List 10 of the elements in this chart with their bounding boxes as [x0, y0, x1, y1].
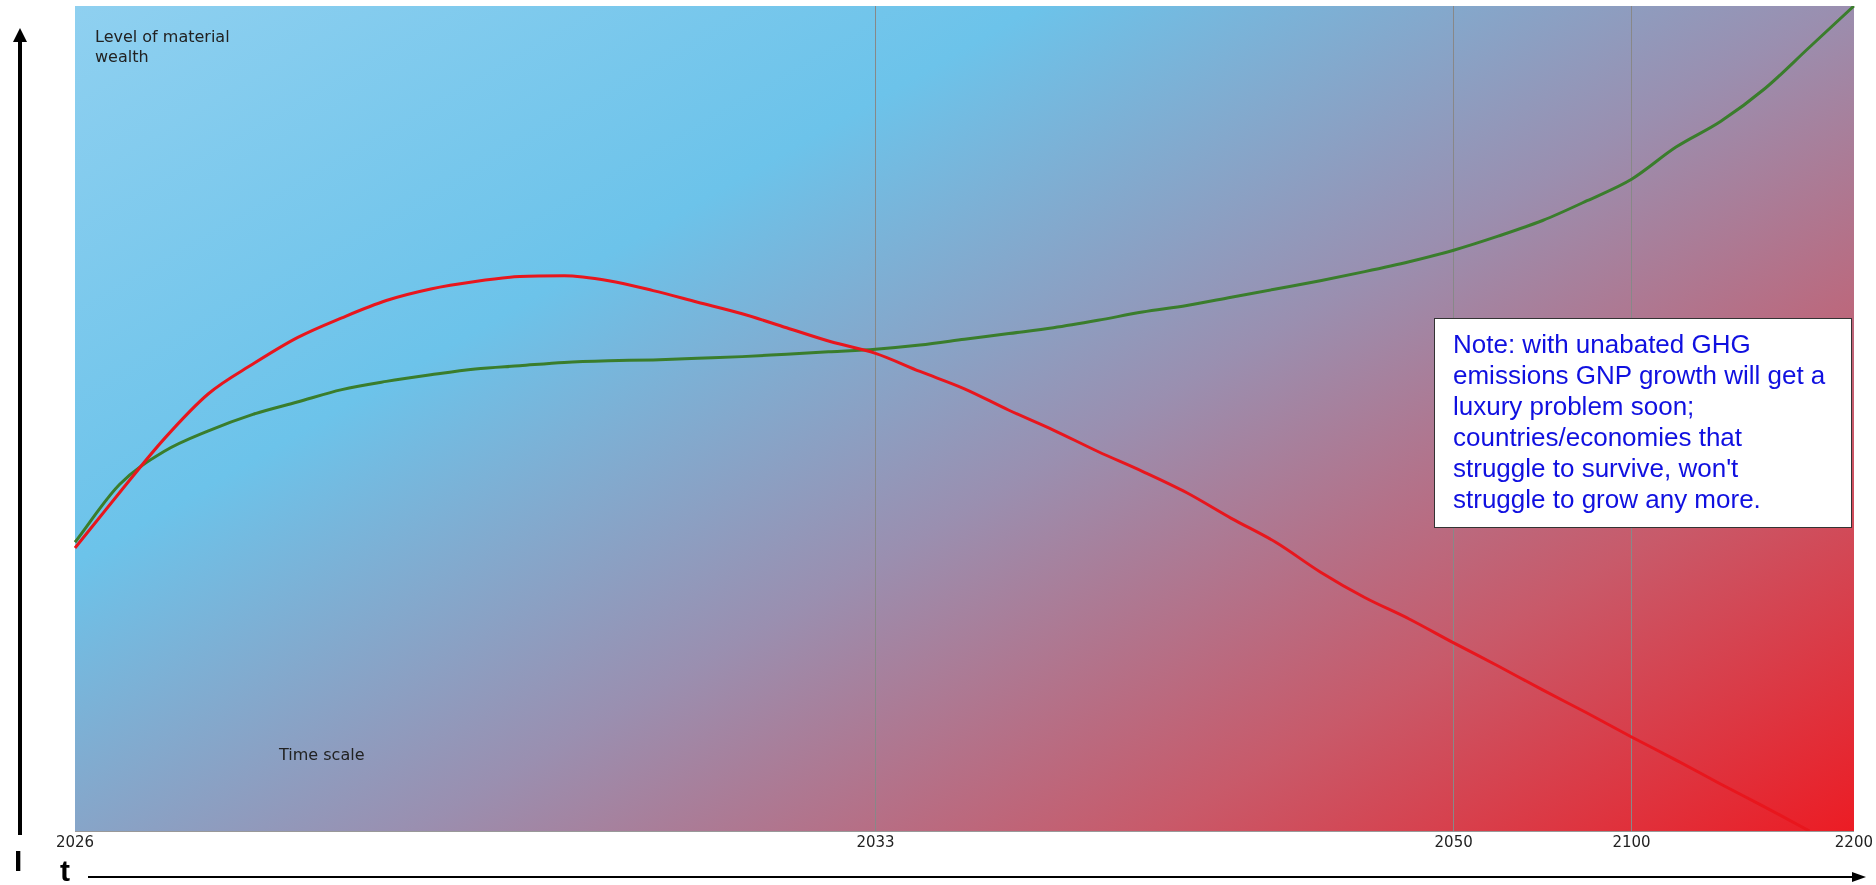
x-tick-label: 2026: [55, 832, 95, 851]
text: t: [60, 854, 70, 885]
x-tick-label: 2050: [1434, 832, 1473, 851]
text: I: [14, 844, 23, 878]
y-axis-title: Level of material wealth: [95, 27, 230, 67]
annotation: Note: with unabated GHG emissions GNP growth will get a luxury problem soon; countries/economies that struggle to survive, won't struggle to grow any more.: [1434, 318, 1852, 528]
x-tick-label: 2033: [856, 832, 895, 851]
x-axis-title: Time scale: [278, 745, 365, 765]
x-tick-label: 2200: [1834, 832, 1874, 851]
x-tick-label: 2100: [1612, 832, 1651, 851]
